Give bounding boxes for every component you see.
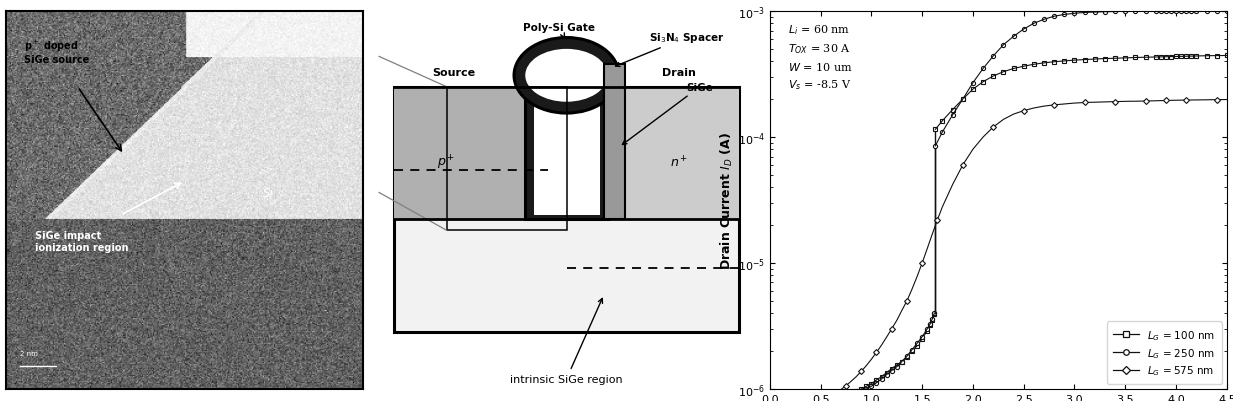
Text: Si$_3$N$_4$ Spacer: Si$_3$N$_4$ Spacer: [615, 31, 725, 67]
Bar: [395, 87, 562, 219]
Bar: [395, 87, 739, 332]
Text: p$^+$: p$^+$: [438, 154, 456, 172]
Bar: [570, 87, 739, 219]
Text: 2 nm: 2 nm: [21, 350, 38, 356]
Y-axis label: Drain Current $I_D$ (A): Drain Current $I_D$ (A): [719, 132, 735, 269]
Text: SiGe: SiGe: [623, 83, 713, 145]
Bar: [525, 76, 608, 219]
Legend: $L_G$ = 100 nm, $L_G$ = 250 nm, $L_G$ = 575 nm: $L_G$ = 100 nm, $L_G$ = 250 nm, $L_G$ = …: [1107, 322, 1222, 384]
Ellipse shape: [514, 38, 619, 114]
Text: SiGe impact
ionization region: SiGe impact ionization region: [35, 231, 128, 252]
Ellipse shape: [525, 50, 608, 103]
Text: Drain: Drain: [662, 68, 695, 78]
Text: Si: Si: [263, 186, 274, 199]
Text: $L_i$ = 60 nm
$T_{OX}$ = 30 A
$W$ = 10 um
$V_s$ = -8.5 V: $L_i$ = 60 nm $T_{OX}$ = 30 A $W$ = 10 u…: [788, 23, 853, 91]
Bar: [534, 78, 599, 216]
Text: p$^+$ doped
SiGe source: p$^+$ doped SiGe source: [23, 38, 89, 65]
Text: intrinsic SiGe region: intrinsic SiGe region: [510, 299, 623, 384]
Text: Source: Source: [433, 68, 476, 78]
Text: n$^+$: n$^+$: [670, 155, 688, 170]
Bar: [446, 87, 566, 231]
Text: Poly-Si Gate: Poly-Si Gate: [523, 23, 596, 39]
Bar: [604, 65, 625, 219]
